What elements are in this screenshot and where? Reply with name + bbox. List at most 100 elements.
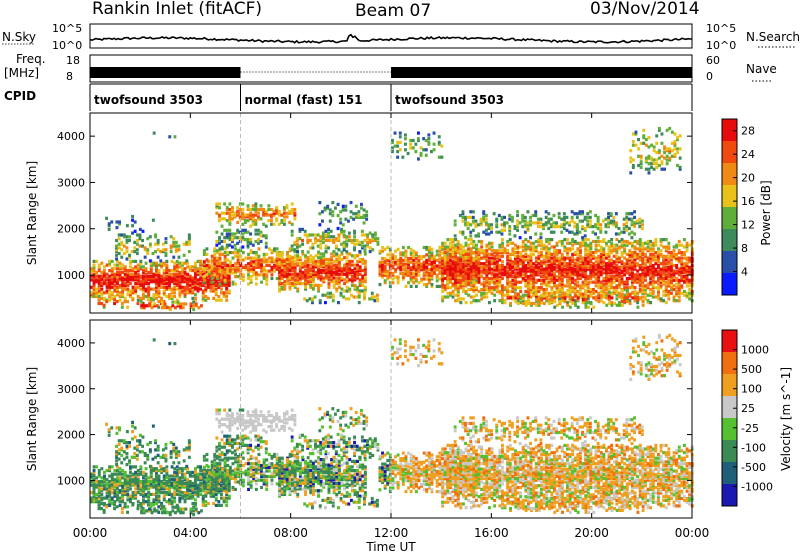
power-cell — [149, 265, 153, 269]
power-cell — [586, 254, 590, 258]
power-cell — [343, 272, 346, 276]
power-cell — [181, 261, 184, 265]
power-cell — [331, 210, 335, 214]
power-cell — [534, 286, 538, 290]
power-cell — [420, 266, 423, 270]
power-cell — [638, 282, 642, 286]
power-cell — [498, 278, 502, 282]
power-cell — [566, 280, 569, 284]
power-cell — [589, 241, 593, 245]
power-cell — [488, 247, 491, 251]
power-cell — [462, 289, 465, 294]
power-cell — [110, 293, 114, 297]
power-cell — [548, 300, 551, 304]
power-cell — [644, 252, 647, 256]
power-cell — [241, 245, 245, 249]
power-cell — [628, 301, 632, 306]
power-cell — [579, 275, 582, 279]
power-cell — [490, 245, 494, 249]
power-cell — [361, 278, 365, 282]
power-cell — [236, 236, 240, 240]
power-cell — [575, 230, 579, 234]
power-cell — [149, 274, 153, 278]
power-cell — [568, 305, 572, 309]
power-cell — [213, 258, 217, 262]
power-cell — [298, 269, 302, 273]
power-cell — [521, 256, 525, 260]
power-cell — [117, 242, 121, 246]
power-cell — [135, 248, 139, 252]
power-cell — [129, 276, 132, 280]
power-cell — [461, 212, 465, 216]
power-cell — [348, 272, 352, 276]
power-cell — [524, 289, 528, 294]
power-cell — [586, 282, 590, 286]
power-cell — [296, 261, 300, 265]
power-cell — [631, 275, 634, 279]
power-cell — [135, 238, 139, 243]
power-cell — [113, 276, 117, 280]
power-cell — [285, 269, 289, 273]
power-cell — [225, 298, 229, 302]
power-cell — [270, 260, 274, 264]
power-cell — [391, 146, 394, 150]
power-cell — [625, 217, 629, 221]
power-cell — [133, 250, 137, 254]
power-cell — [262, 234, 266, 238]
power-cell — [368, 231, 372, 235]
power-cell — [542, 254, 546, 258]
power-cell — [246, 213, 250, 217]
power-cell — [133, 246, 137, 250]
power-cell — [451, 282, 455, 286]
power-cell — [471, 221, 475, 225]
power-cell — [566, 241, 569, 245]
power-cell — [633, 293, 637, 297]
power-cell — [464, 241, 468, 245]
power-cell — [334, 244, 338, 248]
power-cell — [304, 259, 307, 263]
power-cell — [550, 291, 554, 295]
power-cell — [278, 283, 281, 287]
power-cell — [641, 271, 645, 275]
power-cell — [511, 252, 515, 256]
power-cell — [677, 243, 681, 247]
power-cell — [433, 269, 436, 274]
power-cell — [644, 167, 648, 171]
power-cell — [162, 269, 166, 273]
power-cell — [347, 238, 351, 243]
power-cell — [437, 155, 441, 159]
power-cell — [108, 287, 112, 291]
power-cell — [628, 256, 632, 260]
power-cell — [625, 286, 629, 290]
power-cell — [571, 243, 575, 247]
power-cell — [454, 286, 458, 290]
power-cell — [275, 207, 279, 212]
power-cell — [498, 243, 502, 247]
power-cell — [659, 249, 663, 253]
power-cell — [155, 296, 158, 300]
power-cell — [594, 284, 598, 288]
power-cell — [547, 265, 551, 269]
power-cell — [121, 291, 125, 295]
power-cell — [558, 239, 562, 244]
power-cell — [319, 269, 323, 273]
power-cell — [651, 276, 655, 281]
power-cell — [92, 263, 96, 267]
power-cell — [215, 262, 219, 266]
power-cell — [262, 256, 266, 260]
power-cell — [586, 289, 590, 294]
power-cell — [354, 215, 358, 219]
power-cell — [223, 269, 227, 273]
power-cell — [443, 262, 447, 266]
power-cell — [469, 267, 473, 271]
power-cell — [427, 257, 431, 261]
power-cell — [633, 289, 637, 294]
power-cell — [246, 204, 250, 208]
power-cell — [462, 282, 465, 286]
power-cell — [584, 256, 588, 260]
power-cell — [646, 239, 650, 244]
power-cell — [524, 263, 528, 268]
frequency-panel: Freq. [MHz] 18 8 60 0 Nave — [4, 52, 777, 83]
power-cell — [638, 225, 642, 229]
power-cell — [542, 294, 546, 298]
